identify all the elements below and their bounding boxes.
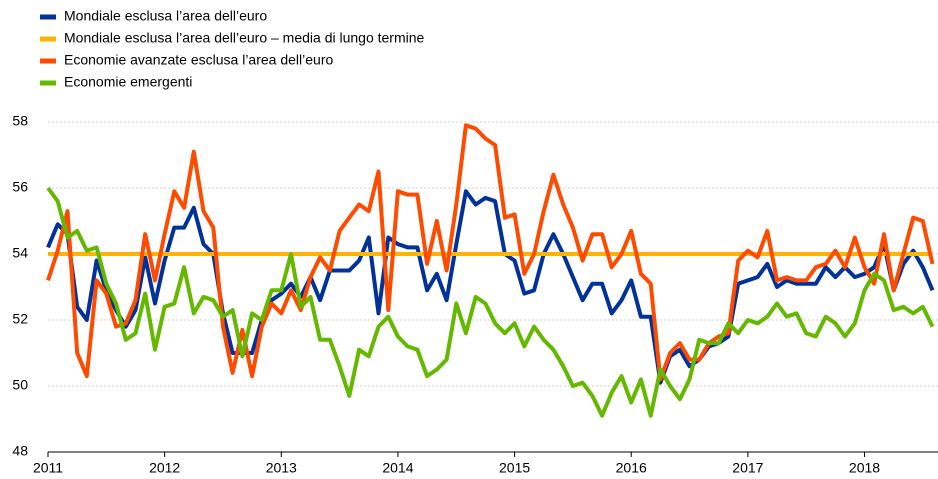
x-tick-label: 2012 — [149, 460, 180, 476]
y-tick-label: 56 — [12, 179, 28, 195]
y-tick-label: 48 — [12, 443, 28, 459]
x-tick-label: 2016 — [616, 460, 647, 476]
y-tick-label: 52 — [12, 311, 28, 327]
y-tick-label: 54 — [12, 245, 28, 261]
legend-label: Economie avanzate esclusa l’area dell’eu… — [64, 52, 333, 68]
legend-label: Mondiale esclusa l’area dell’euro — [64, 8, 267, 24]
legend-label: Economie emergenti — [64, 74, 192, 90]
x-tick-label: 2018 — [849, 460, 880, 476]
x-tick-label: 2014 — [382, 460, 413, 476]
x-tick-label: 2017 — [732, 460, 763, 476]
x-tick-label: 2013 — [266, 460, 297, 476]
series-line — [46, 186, 935, 418]
series-line — [46, 123, 935, 382]
y-tick-label: 58 — [12, 113, 28, 129]
series-line — [46, 189, 935, 385]
legend-label: Mondiale esclusa l’area dell’euro – medi… — [64, 30, 425, 46]
x-tick-label: 2015 — [499, 460, 530, 476]
x-tick-label: 2011 — [33, 460, 63, 476]
y-tick-label: 50 — [12, 377, 28, 393]
